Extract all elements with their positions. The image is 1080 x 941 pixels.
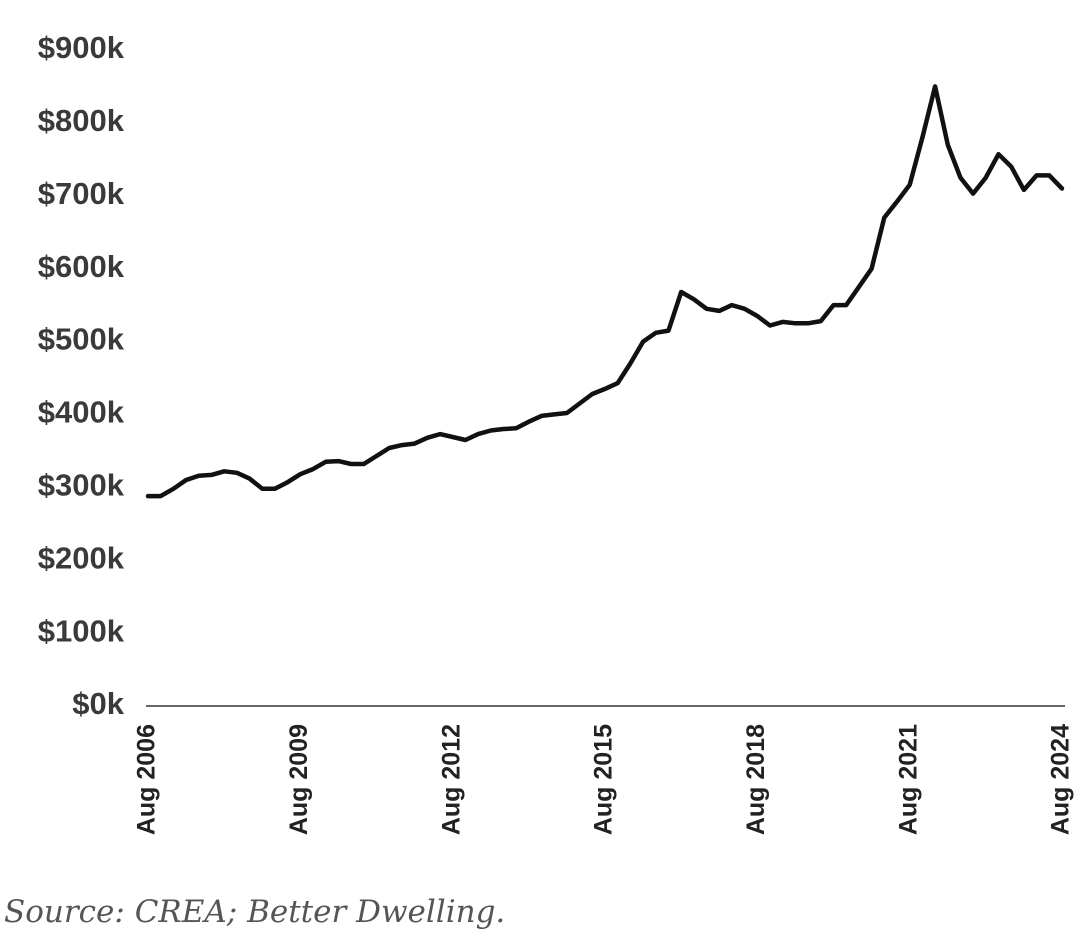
x-tick-label: Aug 2012 xyxy=(437,724,465,835)
y-tick-label: $700k xyxy=(38,176,125,211)
y-tick-label: $800k xyxy=(38,103,125,138)
y-tick-label: $100k xyxy=(38,613,125,648)
y-tick-label: $200k xyxy=(38,540,125,575)
x-tick-label: Aug 2009 xyxy=(285,724,313,835)
y-tick-label: $500k xyxy=(38,322,125,357)
y-tick-label: $400k xyxy=(38,395,125,430)
x-tick-label: Aug 2006 xyxy=(133,724,161,835)
x-tick-label: Aug 2015 xyxy=(590,724,618,835)
y-tick-label: $600k xyxy=(38,249,125,284)
x-tick-label: Aug 2024 xyxy=(1047,724,1075,835)
y-tick-label: $0k xyxy=(72,686,124,721)
y-tick-label: $300k xyxy=(38,468,125,503)
price-line xyxy=(145,84,1065,499)
x-tick-label: Aug 2021 xyxy=(894,724,922,835)
x-tick-label: Aug 2018 xyxy=(742,724,770,835)
source-note: Source: CREA; Better Dwelling. xyxy=(4,894,505,930)
y-tick-label: $900k xyxy=(38,30,125,65)
